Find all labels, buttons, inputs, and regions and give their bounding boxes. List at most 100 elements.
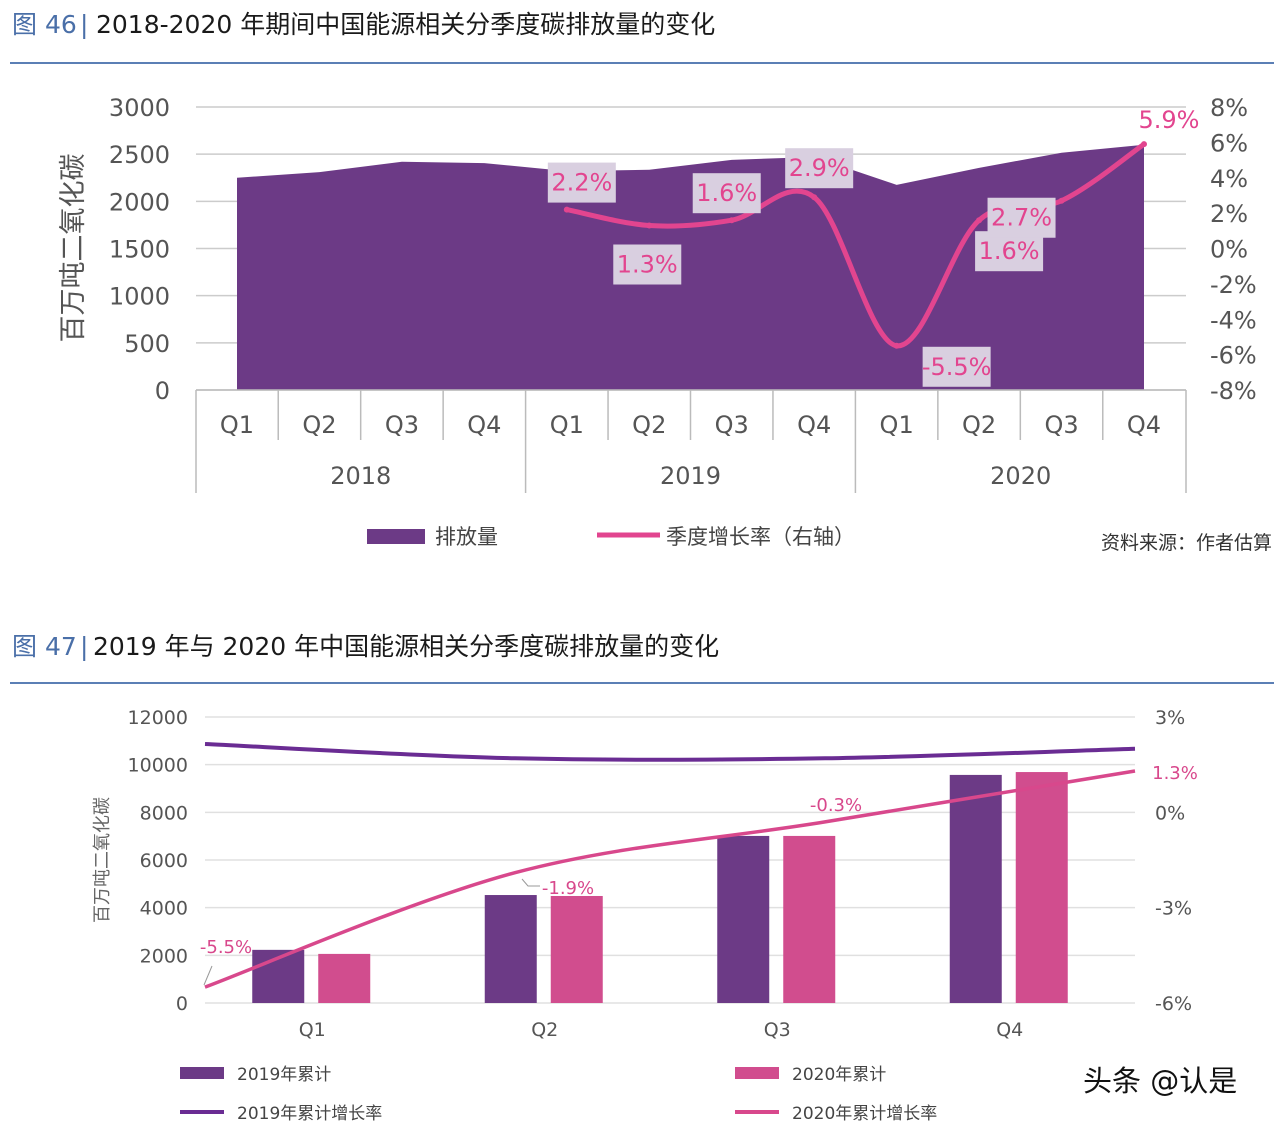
data-label: 2.9% [789,154,850,182]
y-tick-label: 4000 [140,898,188,920]
data-label-box [547,162,616,203]
y-tick-label: 1500 [109,236,170,264]
x-tick-label: Q3 [385,411,419,439]
fig46-ylabel: 百万吨二氧化碳 [58,154,89,343]
y2-tick-label: 0% [1155,802,1185,824]
x-tick-label: Q1 [299,1019,326,1041]
y2-tick-label: 8% [1210,94,1248,122]
x-tick-label: Q2 [632,411,666,439]
data-label: 2.2% [551,169,612,197]
leader-line [521,878,540,887]
x-tick-label: Q4 [1127,411,1161,439]
y-tick-label: 0 [176,993,188,1015]
data-label-box [785,148,854,189]
x-tick-label: Q3 [1044,411,1078,439]
growth-point [811,194,818,201]
y2-tick-label: -4% [1210,306,1257,334]
x-tick-label: Q2 [962,411,996,439]
y2-tick-label: 6% [1210,129,1248,157]
year-label: 2019 [660,462,721,490]
fig47-label: 图 47 [12,632,77,661]
y-tick-label: 10000 [128,755,188,777]
legend-label-2020-growth: 2020年累计增长率 [792,1104,937,1124]
year-label: 2018 [330,462,391,490]
x-tick-label: Q3 [715,411,749,439]
legend-label-2020-cum: 2020年累计 [792,1065,886,1085]
y2-tick-label: -3% [1155,898,1192,920]
y2-tick-label: -8% [1210,377,1257,405]
growth-point [1141,141,1147,148]
x-tick-label: Q4 [467,411,501,439]
y2-tick-label: 0% [1210,236,1248,264]
growth-line-2020 [204,769,1136,989]
y-tick-label: 500 [124,330,170,358]
growth-point [976,217,983,224]
fig47-separator: | [80,632,88,661]
growth-point [646,222,653,229]
leader-line [203,965,213,986]
y-tick-label: 2500 [109,141,170,169]
y2-tick-label: -6% [1155,993,1192,1015]
fig46-label: 图 46 [12,10,77,39]
legend-label-2019-cum: 2019年累计 [237,1065,331,1085]
bar-2019 [949,774,1002,1003]
legend-label-emissions: 排放量 [435,525,498,549]
data-label: -5.5% [200,937,252,958]
x-tick-label: Q2 [302,411,336,439]
x-tick-label: Q4 [996,1019,1023,1041]
fig46-title: 2018-2020 年期间中国能源相关分季度碳排放量的变化 [96,10,715,39]
chart-47: 0 2000 4000 6000 8000 10000 12000 -6% -3% 0% 3% Q1 Q… [128,707,1198,1041]
data-label: 1.6% [696,179,757,207]
bar-2020 [550,895,603,1003]
growth-point [728,217,735,224]
x-tick-label: Q1 [880,411,914,439]
x-tick-label: Q2 [531,1019,558,1041]
y-tick-label: 2000 [140,945,188,967]
data-label: 5.9% [1139,106,1200,134]
x-tick-label: Q1 [220,411,254,439]
growth-line-2019 [204,742,1136,762]
y2-tick-label: -6% [1210,342,1257,370]
legend-swatch-emissions [367,529,425,544]
y-tick-label: 3000 [109,94,170,122]
y2-tick-label: 4% [1210,165,1248,193]
data-label: 1.6% [979,237,1040,265]
data-label: 2.7% [991,204,1052,232]
x-tick-label: Q4 [797,411,831,439]
source-note: 资料来源：作者估算 [1101,532,1272,554]
bar-2020 [1015,772,1068,1003]
growth-point [563,206,570,213]
fig47-title: 2019 年与 2020 年中国能源相关分季度碳排放量的变化 [93,632,719,661]
y-tick-label: 1000 [109,283,170,311]
fig47-ylabel: 百万吨二氧化碳 [92,797,113,923]
growth-point [893,342,900,349]
year-label: 2020 [990,462,1051,490]
fig46-separator: | [80,10,88,39]
y-tick-label: 0 [155,377,170,405]
growth-point [1058,197,1065,204]
data-label: -5.5% [922,353,992,381]
watermark: 头条 @认是 [1083,1064,1237,1098]
chart-46: 0 500 1000 1500 2000 2500 3000 -8% -6% -4% -2% 0% 2%… [109,94,1257,493]
y2-tick-label: -2% [1210,271,1257,299]
data-label-box [975,231,1044,272]
x-tick-label: Q3 [764,1019,791,1041]
data-label: 1.3% [1152,763,1198,784]
legend-swatch-2019-cum [180,1067,224,1079]
y-tick-label: 2000 [109,188,170,216]
data-label-box [987,197,1056,238]
data-label-box [613,244,682,285]
y-tick-label: 8000 [140,802,188,824]
y-tick-label: 6000 [140,850,188,872]
data-label: -0.3% [810,795,862,816]
y2-tick-label: 3% [1155,707,1185,729]
data-label-box [692,173,761,214]
data-label: -1.9% [542,878,594,899]
bar-2020 [318,953,371,1003]
legend-swatch-2020-cum [735,1067,779,1079]
x-tick-label: Q1 [550,411,584,439]
y2-tick-label: 2% [1210,200,1248,228]
legend-label-growth: 季度增长率（右轴） [666,525,855,549]
bar-2019 [484,895,537,1003]
